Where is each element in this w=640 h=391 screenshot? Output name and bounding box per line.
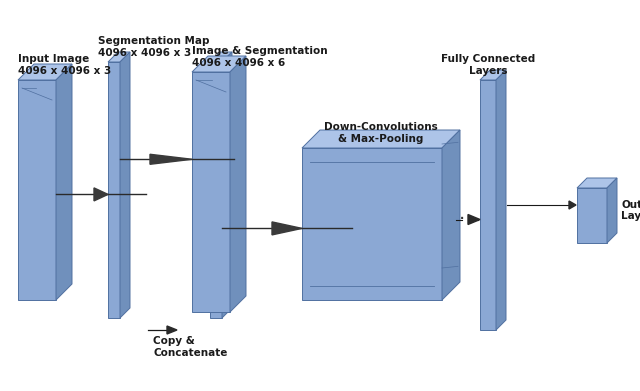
Polygon shape [18, 64, 72, 80]
Text: Down-Convolutions
& Max-Pooling: Down-Convolutions & Max-Pooling [324, 122, 438, 144]
Bar [480, 80, 496, 330]
Bar [210, 62, 222, 318]
Text: ·: · [459, 210, 465, 229]
Polygon shape [468, 215, 480, 224]
Text: Output
Layer: Output Layer [621, 200, 640, 221]
Polygon shape [442, 130, 460, 300]
Polygon shape [302, 130, 460, 148]
Polygon shape [230, 56, 246, 312]
Text: Segmentation Map
4096 x 4096 x 3: Segmentation Map 4096 x 4096 x 3 [98, 36, 209, 58]
Polygon shape [480, 70, 506, 80]
Polygon shape [120, 52, 130, 318]
Polygon shape [150, 154, 192, 164]
Polygon shape [94, 188, 108, 201]
Bar [302, 148, 442, 300]
Polygon shape [56, 64, 72, 300]
Text: Input Image
4096 x 4096 x 3: Input Image 4096 x 4096 x 3 [18, 54, 111, 76]
Polygon shape [272, 222, 302, 235]
Polygon shape [222, 52, 232, 318]
Text: Image & Segmentation
4096 x 4096 x 6: Image & Segmentation 4096 x 4096 x 6 [192, 47, 328, 68]
Polygon shape [210, 52, 232, 62]
Text: Fully Connected
Layers: Fully Connected Layers [441, 54, 535, 76]
Bar [577, 188, 607, 243]
Bar [192, 72, 230, 312]
Bar [18, 80, 56, 300]
Bar [108, 62, 120, 318]
Polygon shape [607, 178, 617, 243]
Polygon shape [167, 326, 177, 334]
Text: Copy &
Concatenate: Copy & Concatenate [153, 336, 227, 358]
Polygon shape [192, 56, 246, 72]
Polygon shape [108, 52, 130, 62]
Polygon shape [577, 178, 617, 188]
Polygon shape [569, 201, 576, 209]
Polygon shape [496, 70, 506, 330]
